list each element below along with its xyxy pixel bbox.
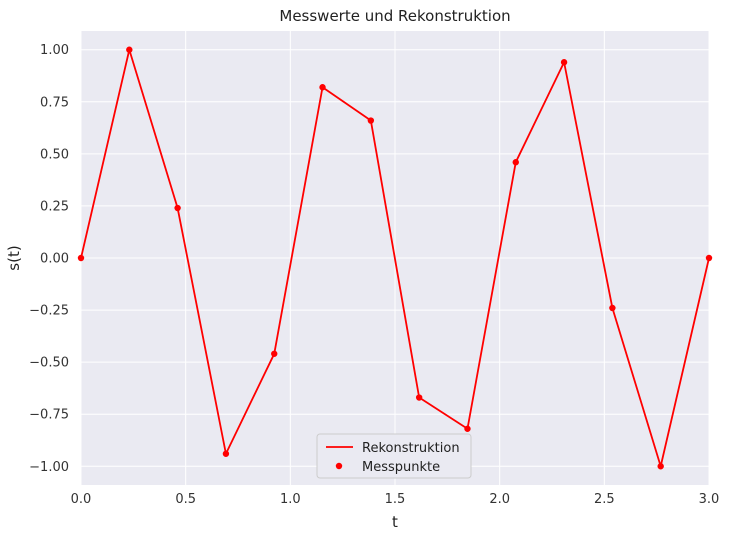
y-axis-label: s(t) bbox=[5, 245, 23, 270]
data-point bbox=[319, 84, 326, 91]
data-point bbox=[512, 159, 519, 166]
series-line-rekonstruktion bbox=[80, 48, 710, 468]
y-tick-label: −0.25 bbox=[29, 304, 69, 319]
data-point bbox=[560, 59, 568, 66]
y-tick-label: 0.50 bbox=[40, 147, 69, 162]
grid bbox=[80, 31, 710, 485]
chart-title: Messwerte und Rekonstruktion bbox=[279, 7, 510, 25]
x-axis-ticks: 0.0 0.5 1.0 1.5 2.0 2.5 3.0 bbox=[71, 492, 720, 507]
data-point bbox=[464, 425, 471, 432]
x-axis-label: t bbox=[392, 513, 398, 531]
legend-label-messpunkte: Messpunkte bbox=[362, 460, 440, 475]
y-tick-label: −0.50 bbox=[29, 356, 69, 371]
data-point bbox=[367, 117, 375, 124]
data-point bbox=[415, 394, 423, 401]
x-tick-label: 3.0 bbox=[699, 492, 720, 507]
legend-marker-swatch bbox=[335, 462, 343, 470]
data-point bbox=[222, 450, 230, 457]
data-point bbox=[77, 254, 85, 262]
x-tick-label: 0.5 bbox=[175, 492, 196, 507]
x-tick-label: 1.5 bbox=[385, 492, 406, 507]
x-tick-label: 0.0 bbox=[71, 492, 92, 507]
y-tick-label: 0.75 bbox=[40, 95, 69, 110]
data-point bbox=[126, 46, 133, 53]
data-point bbox=[657, 463, 664, 470]
y-tick-label: 0.25 bbox=[40, 199, 69, 214]
x-tick-label: 2.0 bbox=[489, 492, 510, 507]
y-tick-label: −0.75 bbox=[29, 408, 69, 423]
y-axis-ticks: 1.00 0.75 0.50 0.25 0.00 −0.25 −0.50 −0.75 −1.00 bbox=[29, 43, 69, 475]
x-tick-label: 2.5 bbox=[594, 492, 615, 507]
y-tick-label: 0.00 bbox=[40, 252, 69, 267]
data-point bbox=[174, 204, 181, 212]
y-tick-label: −1.00 bbox=[29, 460, 69, 475]
legend-label-rekonstruktion: Rekonstruktion bbox=[362, 441, 460, 456]
y-tick-label: 1.00 bbox=[40, 43, 69, 58]
legend: Rekonstruktion Messpunkte bbox=[316, 433, 472, 479]
data-point bbox=[271, 350, 278, 357]
x-tick-label: 1.0 bbox=[280, 492, 301, 507]
data-point bbox=[609, 304, 616, 312]
legend-box bbox=[316, 433, 472, 479]
data-point bbox=[705, 254, 713, 262]
series-layer bbox=[77, 46, 713, 470]
